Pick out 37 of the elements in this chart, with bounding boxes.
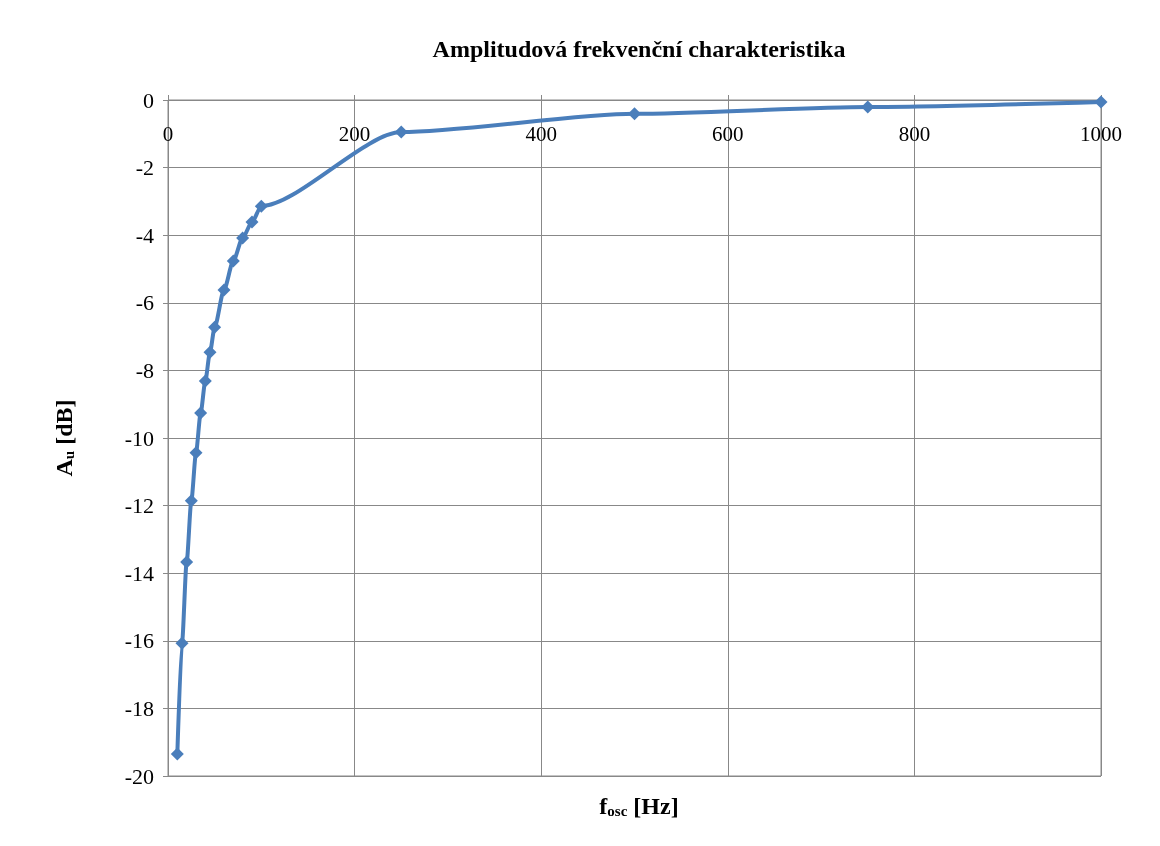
point: [254, 199, 268, 213]
x-tick-label: 400: [525, 121, 557, 146]
x-tick-label: 0: [162, 121, 174, 146]
x-tick-label: 600: [712, 121, 744, 146]
point: [198, 374, 212, 388]
point: [628, 107, 641, 121]
y-tick-label: -10: [124, 425, 154, 451]
y-tick-label: -2: [135, 155, 154, 181]
point: [175, 636, 189, 650]
point: [194, 406, 208, 420]
point: [245, 215, 259, 229]
x-tick-label: 800: [898, 121, 931, 146]
point: [208, 320, 222, 334]
y-tick-label: -12: [124, 493, 154, 519]
x-tick-label: 200: [338, 121, 371, 146]
x-tick-label: 1000: [1080, 121, 1122, 146]
y-tick-label: -4: [135, 222, 154, 248]
y-tick-label: -20: [124, 763, 154, 789]
point: [226, 254, 240, 268]
point: [189, 446, 203, 460]
y-tick-label: -18: [124, 695, 154, 721]
chart-title: Amplitudová frekvenční charakteristika: [432, 36, 846, 62]
y-tick-label: -14: [124, 560, 154, 586]
x-axis-title: fosc [Hz]: [599, 792, 679, 819]
point: [1094, 95, 1108, 109]
point: [394, 125, 408, 139]
point: [203, 345, 217, 359]
point: [180, 555, 194, 569]
point: [184, 494, 198, 508]
y-tick-label: 0: [143, 87, 154, 113]
point: [236, 231, 250, 245]
point: [170, 747, 184, 761]
point: [217, 283, 231, 297]
y-tick-label: -16: [124, 628, 154, 654]
y-tick-label: -6: [135, 290, 154, 316]
y-tick-label: -8: [135, 357, 154, 383]
y-axis-title: Au [dB]: [50, 399, 77, 477]
